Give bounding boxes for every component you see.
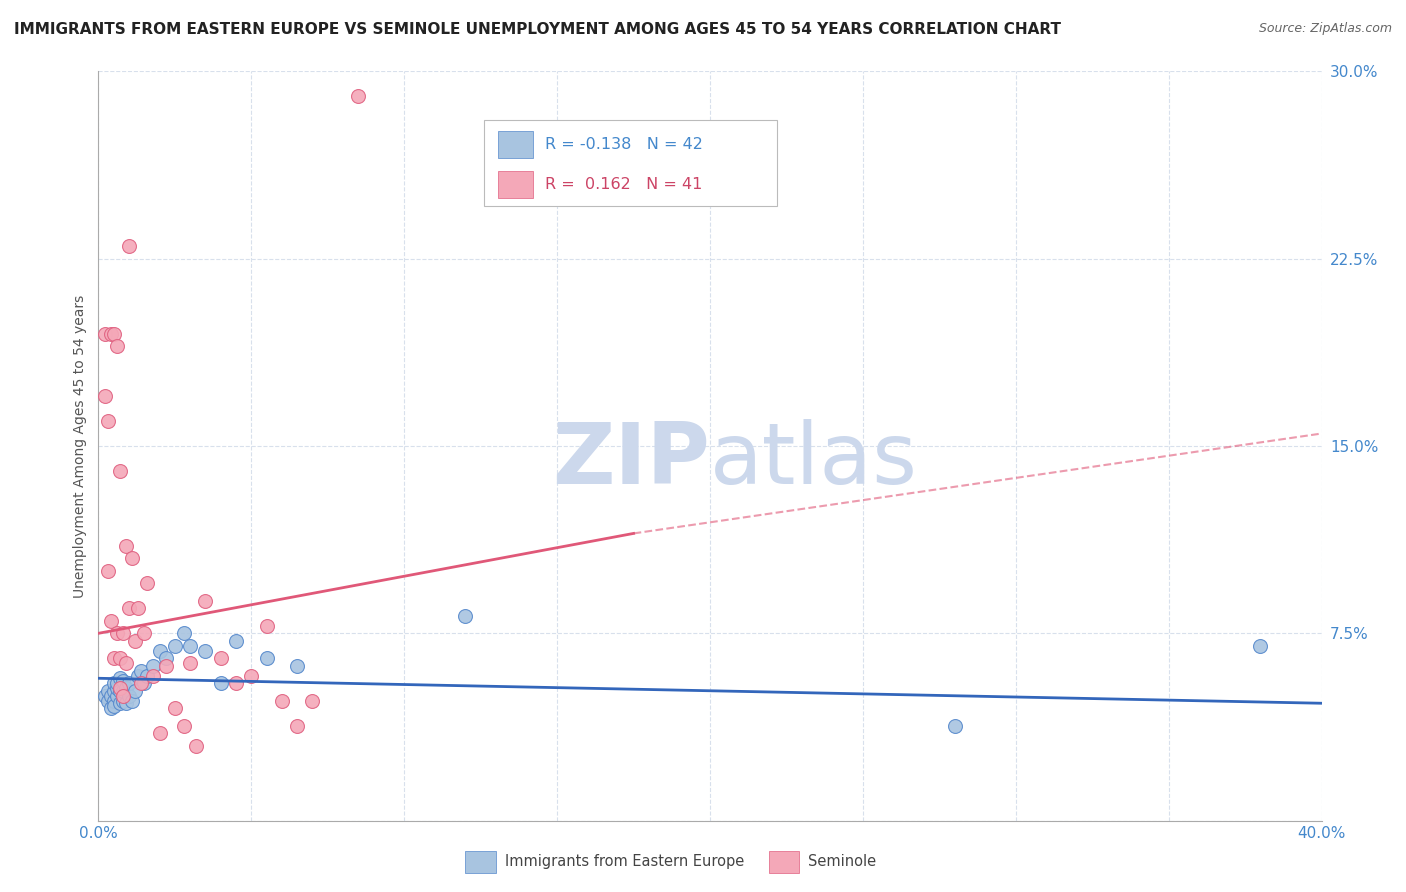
Point — [136, 669, 159, 683]
Text: atlas: atlas — [710, 419, 918, 502]
Point — [118, 601, 141, 615]
Point — [270, 694, 292, 708]
Point — [225, 676, 247, 690]
Point — [149, 644, 172, 658]
Point — [118, 689, 141, 703]
Point — [209, 676, 232, 690]
Point — [194, 594, 217, 608]
Point — [108, 671, 131, 685]
Point — [108, 651, 131, 665]
Point — [173, 719, 195, 733]
Point — [127, 601, 149, 615]
Point — [103, 698, 125, 713]
Point — [103, 694, 125, 708]
FancyBboxPatch shape — [498, 131, 533, 158]
Point — [93, 326, 115, 341]
Point — [155, 651, 177, 665]
Point — [285, 719, 308, 733]
Point — [93, 389, 115, 403]
Point — [1249, 639, 1271, 653]
FancyBboxPatch shape — [484, 120, 778, 206]
Text: Source: ZipAtlas.com: Source: ZipAtlas.com — [1258, 22, 1392, 36]
Point — [163, 639, 186, 653]
Point — [225, 633, 247, 648]
Point — [115, 681, 138, 696]
Point — [134, 626, 156, 640]
Point — [115, 657, 138, 671]
Point — [97, 694, 120, 708]
Point — [111, 626, 134, 640]
Text: R =  0.162   N = 41: R = 0.162 N = 41 — [546, 178, 702, 192]
Point — [115, 539, 138, 553]
Point — [134, 676, 156, 690]
Point — [111, 694, 134, 708]
Point — [97, 414, 120, 428]
Point — [142, 658, 165, 673]
Point — [173, 626, 195, 640]
Point — [105, 681, 128, 696]
Point — [93, 689, 115, 703]
Point — [142, 669, 165, 683]
Point — [256, 651, 278, 665]
Point — [118, 676, 141, 690]
FancyBboxPatch shape — [498, 171, 533, 198]
Point — [256, 619, 278, 633]
Point — [111, 689, 134, 703]
Point — [124, 683, 146, 698]
Point — [105, 689, 128, 703]
Point — [108, 681, 131, 696]
Y-axis label: Unemployment Among Ages 45 to 54 years: Unemployment Among Ages 45 to 54 years — [73, 294, 87, 598]
Point — [121, 694, 143, 708]
Text: IMMIGRANTS FROM EASTERN EUROPE VS SEMINOLE UNEMPLOYMENT AMONG AGES 45 TO 54 YEAR: IMMIGRANTS FROM EASTERN EUROPE VS SEMINO… — [14, 22, 1062, 37]
Text: Immigrants from Eastern Europe: Immigrants from Eastern Europe — [505, 855, 744, 870]
Point — [100, 701, 122, 715]
Text: R = -0.138   N = 42: R = -0.138 N = 42 — [546, 136, 703, 152]
Point — [155, 658, 177, 673]
Point — [100, 326, 122, 341]
Point — [100, 689, 122, 703]
Point — [111, 683, 134, 698]
Point — [454, 608, 477, 623]
Point — [108, 696, 131, 710]
Point — [105, 626, 128, 640]
Point — [240, 669, 263, 683]
Bar — [769, 851, 800, 873]
Point — [186, 739, 208, 753]
Point — [108, 464, 131, 478]
Point — [97, 564, 120, 578]
Point — [136, 576, 159, 591]
Point — [129, 676, 152, 690]
Text: Seminole: Seminole — [808, 855, 876, 870]
Point — [301, 694, 323, 708]
Point — [179, 639, 201, 653]
Point — [194, 644, 217, 658]
Point — [105, 676, 128, 690]
Point — [347, 89, 370, 103]
Point — [111, 673, 134, 688]
Point — [103, 651, 125, 665]
Point — [108, 683, 131, 698]
Point — [209, 651, 232, 665]
Point — [115, 696, 138, 710]
Point — [121, 551, 143, 566]
Point — [103, 326, 125, 341]
Point — [100, 614, 122, 628]
Point — [179, 657, 201, 671]
Text: ZIP: ZIP — [553, 419, 710, 502]
Point — [149, 726, 172, 740]
Point — [127, 669, 149, 683]
Point — [285, 658, 308, 673]
Point — [105, 339, 128, 353]
Point — [97, 683, 120, 698]
Point — [129, 664, 152, 678]
Point — [103, 683, 125, 698]
Point — [163, 701, 186, 715]
Point — [124, 633, 146, 648]
Point — [943, 719, 966, 733]
Bar — [465, 851, 496, 873]
Point — [103, 676, 125, 690]
Point — [118, 239, 141, 253]
